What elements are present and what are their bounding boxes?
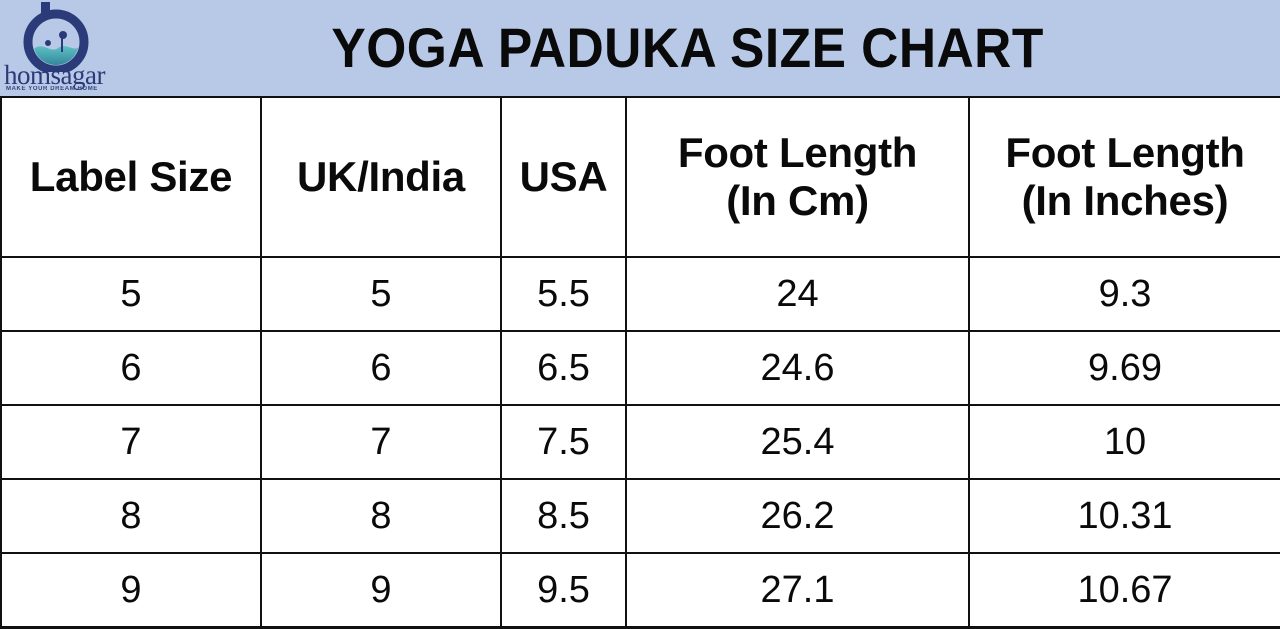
cell-foot-length-inches: 10.31	[968, 478, 1280, 554]
cell-usa: 5.5	[500, 256, 627, 332]
cell-label-size: 8	[0, 478, 262, 554]
cell-foot-length-cm: 24	[625, 256, 970, 332]
column-header-label-size: Label Size	[0, 96, 262, 258]
cell-usa: 6.5	[500, 330, 627, 406]
cell-foot-length-cm: 25.4	[625, 404, 970, 480]
brand-logo: homsagar MAKE YOUR DREAM HOME	[4, 0, 132, 96]
cell-foot-length-cm: 27.1	[625, 552, 970, 629]
water-drop-ring-logo-icon	[23, 2, 89, 72]
column-header-line: (In Inches)	[1021, 177, 1229, 224]
column-header-uk-india: UK/India	[260, 96, 502, 258]
table-row: 5 5 5.5 24 9.3	[0, 256, 1280, 332]
cell-label-size: 7	[0, 404, 262, 480]
table-header-row: Label Size UK/India USA Foot Length (In …	[0, 96, 1280, 258]
cell-foot-length-cm: 24.6	[625, 330, 970, 406]
column-header-usa: USA	[500, 96, 627, 258]
cell-uk-india: 6	[260, 330, 502, 406]
table-row: 6 6 6.5 24.6 9.69	[0, 330, 1280, 406]
column-header-line: USA	[519, 153, 608, 200]
table-row: 7 7 7.5 25.4 10	[0, 404, 1280, 480]
size-chart-table: Label Size UK/India USA Foot Length (In …	[0, 96, 1280, 629]
cell-foot-length-inches: 10	[968, 404, 1280, 480]
column-header-line: UK/India	[297, 153, 465, 200]
cell-label-size: 5	[0, 256, 262, 332]
column-header-foot-length-cm: Foot Length (In Cm)	[625, 96, 970, 258]
cell-usa: 7.5	[500, 404, 627, 480]
cell-foot-length-cm: 26.2	[625, 478, 970, 554]
cell-usa: 9.5	[500, 552, 627, 629]
column-header-line: Foot Length	[1005, 129, 1245, 176]
column-header-line: Foot Length	[677, 129, 918, 176]
cell-uk-india: 9	[260, 552, 502, 629]
column-header-foot-length-inches: Foot Length (In Inches)	[968, 96, 1280, 258]
table-row: 9 9 9.5 27.1 10.67	[0, 552, 1280, 629]
cell-uk-india: 8	[260, 478, 502, 554]
column-header-line: (In Cm)	[726, 177, 869, 224]
cell-label-size: 9	[0, 552, 262, 629]
column-header-line: Label Size	[29, 153, 233, 200]
table-row: 8 8 8.5 26.2 10.31	[0, 478, 1280, 554]
cell-label-size: 6	[0, 330, 262, 406]
cell-foot-length-inches: 9.69	[968, 330, 1280, 406]
header-band: homsagar MAKE YOUR DREAM HOME YOGA PADUK…	[0, 0, 1280, 96]
cell-foot-length-inches: 10.67	[968, 552, 1280, 629]
cell-uk-india: 7	[260, 404, 502, 480]
brand-name: homsagar	[4, 60, 105, 90]
cell-uk-india: 5	[260, 256, 502, 332]
brand-tagline: MAKE YOUR DREAM HOME	[6, 86, 98, 92]
page-title: YOGA PADUKA SIZE CHART	[331, 16, 1044, 79]
cell-usa: 8.5	[500, 478, 627, 554]
cell-foot-length-inches: 9.3	[968, 256, 1280, 332]
